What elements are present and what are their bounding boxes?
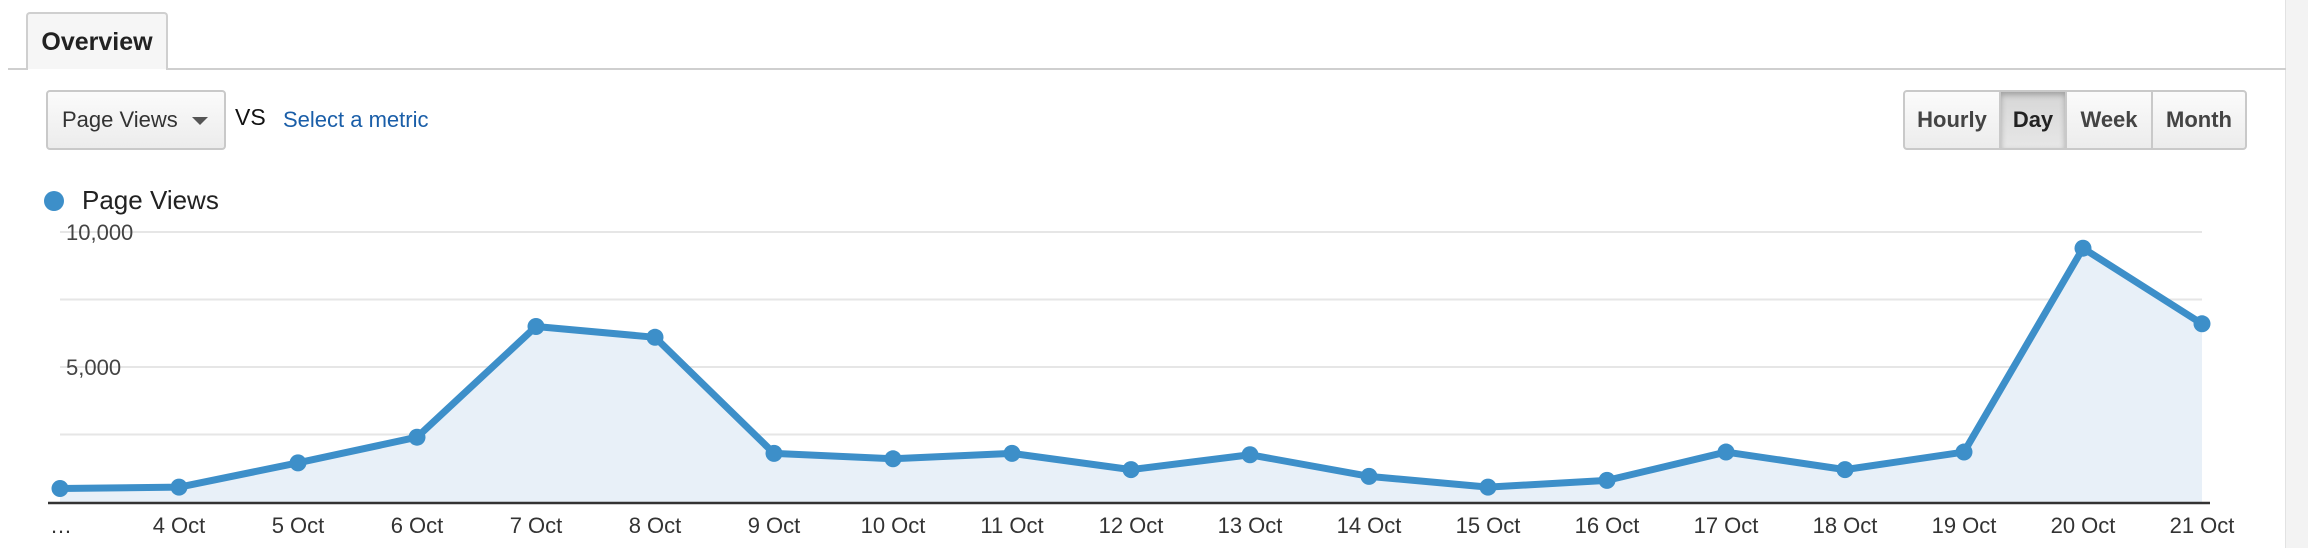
chevron-down-icon — [192, 117, 208, 125]
y-tick-label: 5,000 — [66, 355, 121, 380]
tab-overview[interactable]: Overview — [26, 12, 168, 72]
week-button[interactable]: Week — [2065, 92, 2151, 148]
granularity-toggle: Hourly Day Week Month — [1903, 90, 2247, 150]
data-point — [1241, 446, 1259, 464]
x-tick-label: 11 Oct — [980, 513, 1043, 538]
hourly-button[interactable]: Hourly — [1917, 107, 1987, 132]
vs-label: VS — [235, 104, 266, 130]
month-button[interactable]: Month — [2151, 92, 2245, 148]
x-tick-label: 21 Oct — [2170, 513, 2235, 538]
data-point — [1717, 443, 1735, 461]
data-point — [765, 444, 783, 462]
chart-legend: Page Views — [44, 185, 219, 216]
y-tick-label: 10,000 — [66, 220, 133, 245]
data-point — [1003, 444, 1021, 462]
data-point — [527, 318, 545, 335]
data-point — [289, 454, 307, 472]
x-tick-label: 20 Oct — [2051, 513, 2116, 538]
x-tick-label: 15 Oct — [1456, 513, 1521, 538]
data-point — [646, 328, 664, 346]
data-point — [1836, 461, 1854, 479]
x-tick-label: 5 Oct — [272, 513, 325, 538]
x-tick-label: 6 Oct — [391, 513, 444, 538]
x-tick-label: 8 Oct — [629, 513, 682, 538]
x-tick-label: 12 Oct — [1099, 513, 1164, 538]
data-point — [884, 450, 902, 468]
tab-divider — [8, 68, 2286, 70]
select-metric-link[interactable]: Select a metric — [283, 107, 429, 132]
data-point — [1360, 467, 1378, 485]
legend-marker — [44, 190, 64, 211]
x-tick-label: 4 Oct — [153, 513, 206, 538]
x-tick-label: … — [50, 513, 72, 538]
x-tick-label: 16 Oct — [1575, 513, 1640, 538]
metric-dropdown[interactable]: Page Views — [46, 90, 226, 150]
series-area — [60, 248, 2202, 502]
data-point — [2193, 315, 2211, 333]
x-tick-label: 9 Oct — [748, 513, 801, 538]
data-point — [170, 478, 188, 496]
x-tick-label: 14 Oct — [1337, 513, 1402, 538]
data-point — [1479, 478, 1497, 496]
data-point — [408, 428, 426, 446]
x-tick-label: 17 Oct — [1694, 513, 1759, 538]
legend-label: Page Views — [82, 185, 219, 215]
scrollbar-track[interactable] — [2285, 0, 2308, 548]
data-point — [1598, 471, 1616, 489]
x-tick-label: 7 Oct — [510, 513, 563, 538]
x-tick-label: 13 Oct — [1218, 513, 1283, 538]
data-point — [1122, 461, 1140, 479]
data-point — [1955, 443, 1973, 461]
x-tick-label: 10 Oct — [861, 513, 926, 538]
metric-dropdown-label: Page Views — [62, 107, 178, 132]
day-button[interactable]: Day — [1999, 92, 2065, 148]
x-tick-label: 18 Oct — [1813, 513, 1878, 538]
x-tick-label: 19 Oct — [1932, 513, 1997, 538]
data-point — [51, 480, 69, 497]
data-point — [2074, 239, 2092, 257]
